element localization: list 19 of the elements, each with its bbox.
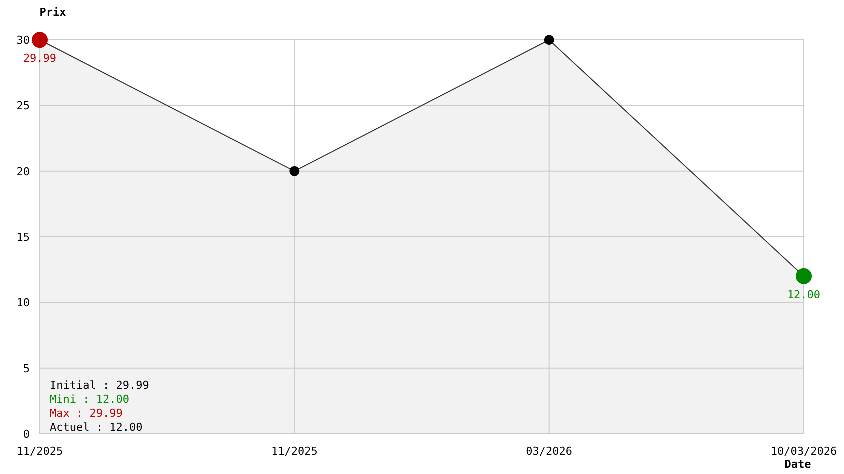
x-tick-label: 11/2025 — [271, 445, 318, 458]
y-tick-label: 15 — [16, 231, 30, 244]
annotation: Max : 29.99 — [50, 407, 123, 420]
x-tick-label: 10/03/2026 — [770, 445, 838, 458]
y-tick-label: 25 — [16, 100, 30, 113]
y-tick-label: 20 — [16, 165, 30, 178]
annotation: Mini : 12.00 — [50, 393, 130, 406]
x-axis-title: Date — [784, 458, 812, 471]
x-tick-label: 11/2025 — [16, 445, 64, 458]
x-tick-label: 03/2026 — [526, 445, 573, 458]
data-label: 29.99 — [23, 52, 57, 66]
annotation: Initial : 29.99 — [50, 379, 150, 392]
y-tick-label: 30 — [16, 34, 30, 47]
y-tick-label: 0 — [23, 428, 30, 441]
y-axis-title: Prix — [40, 6, 67, 19]
data-label: 12.00 — [787, 288, 821, 302]
y-tick-label: 5 — [23, 362, 30, 376]
annotation: Actuel : 12.00 — [50, 421, 143, 434]
y-tick-label: 10 — [16, 296, 30, 310]
